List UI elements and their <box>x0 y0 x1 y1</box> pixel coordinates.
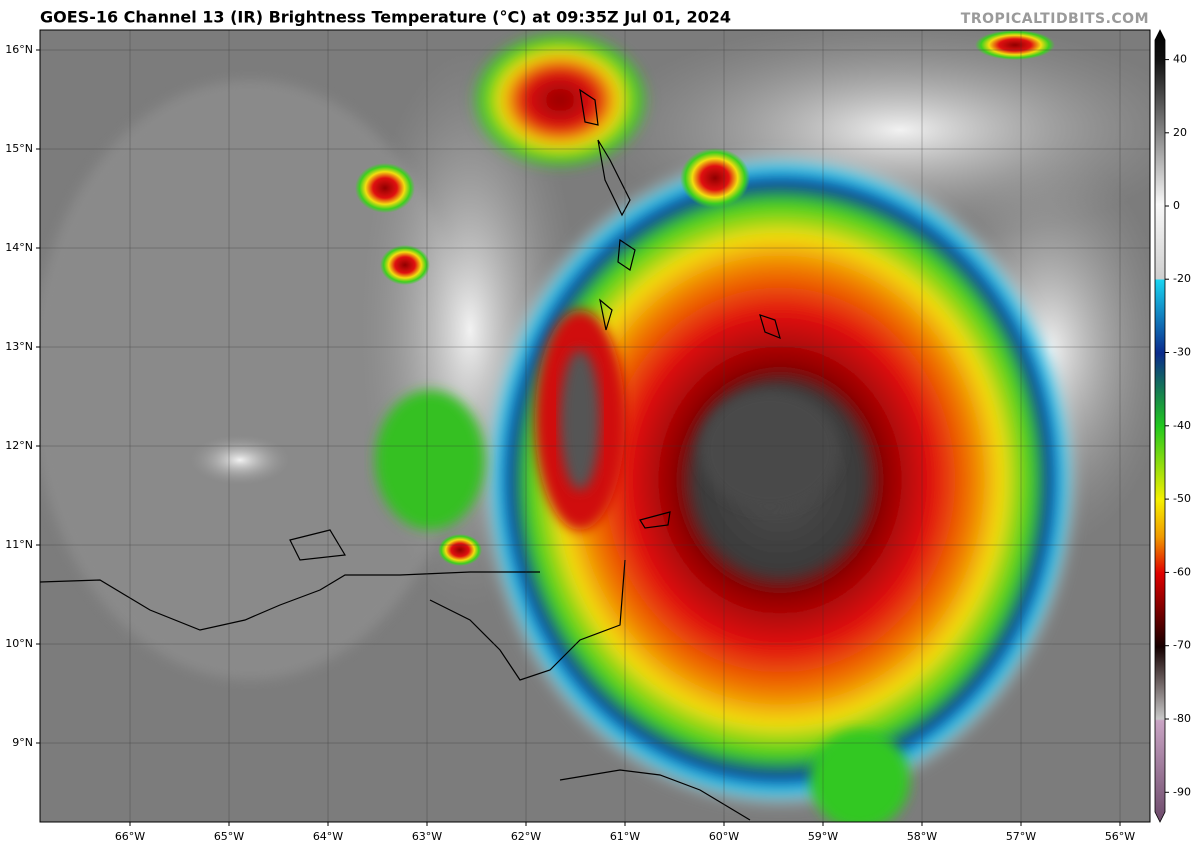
colorbar-label: 40 <box>1173 53 1187 66</box>
colorbar-label: -60 <box>1173 565 1191 578</box>
lat-label: 9°N <box>12 736 33 749</box>
lon-label: 62°W <box>511 830 541 843</box>
watermark: TROPICALTIDBITS.COM <box>961 11 1149 27</box>
lon-label: 60°W <box>709 830 739 843</box>
lat-label: 10°N <box>5 637 33 650</box>
satellite-imagery <box>40 30 1150 822</box>
lat-label: 15°N <box>5 142 33 155</box>
colorbar-label: 20 <box>1173 126 1187 139</box>
lon-label: 65°W <box>214 830 244 843</box>
colorbar-label: -40 <box>1173 419 1191 432</box>
lat-label: 13°N <box>5 340 33 353</box>
map-frame <box>39 29 1151 823</box>
lon-label: 61°W <box>610 830 640 843</box>
title: GOES-16 Channel 13 (IR) Brightness Tempe… <box>40 8 731 27</box>
lon-label: 66°W <box>115 830 145 843</box>
colorbar-label: -20 <box>1173 272 1191 285</box>
lon-label: 63°W <box>412 830 442 843</box>
colorbar-label: 0 <box>1173 199 1180 212</box>
lat-label: 14°N <box>5 241 33 254</box>
lat-label: 16°N <box>5 43 33 56</box>
colorbar-label: -30 <box>1173 346 1191 359</box>
lat-label: 11°N <box>5 538 33 551</box>
lon-label: 58°W <box>907 830 937 843</box>
colorbar-label: -70 <box>1173 639 1191 652</box>
colorbar-label: -50 <box>1173 492 1191 505</box>
lon-label: 64°W <box>313 830 343 843</box>
lon-label: 59°W <box>808 830 838 843</box>
colorbar <box>1154 29 1166 823</box>
coastlines <box>40 88 781 821</box>
colorbar-label: -80 <box>1173 712 1191 725</box>
graticule <box>40 30 1150 822</box>
colorbar-label: -90 <box>1173 785 1191 798</box>
lon-label: 56°W <box>1105 830 1135 843</box>
lon-label: 57°W <box>1006 830 1036 843</box>
lat-label: 12°N <box>5 439 33 452</box>
